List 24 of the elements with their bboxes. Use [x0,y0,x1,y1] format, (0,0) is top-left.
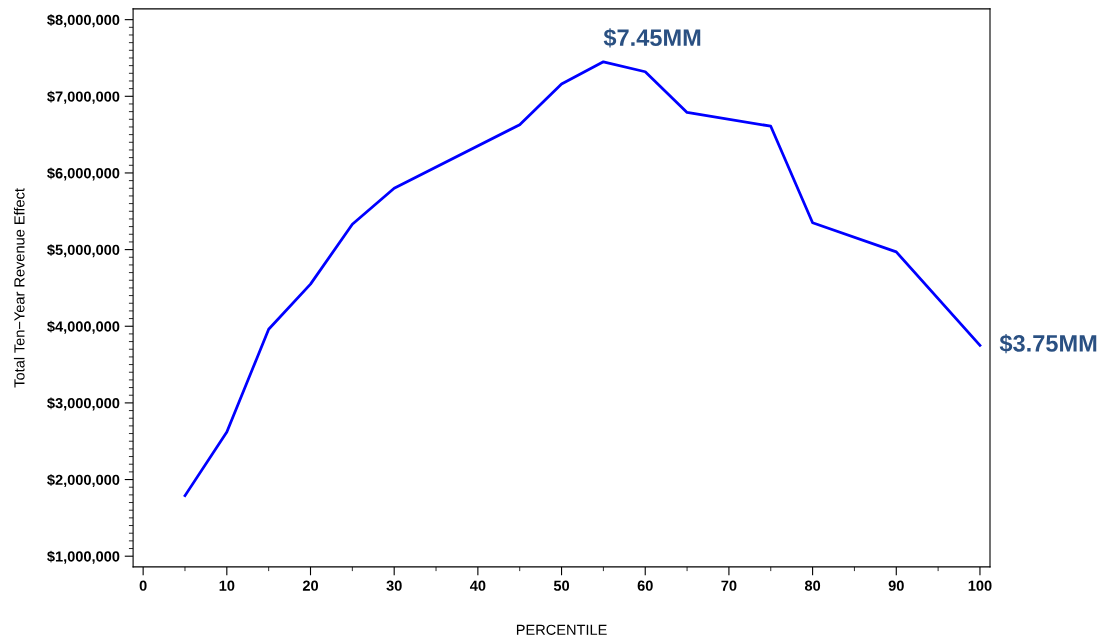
y-tick-label: $1,000,000 [47,550,120,564]
x-tick-label: 20 [302,580,319,591]
x-tick-label: 60 [637,580,653,591]
x-tick-label: 80 [804,580,821,591]
line-series [183,60,982,498]
y-tick-label: $3,000,000 [47,397,120,411]
x-tick-label: 30 [386,580,402,591]
annotation: $3.75MM [999,333,1097,354]
x-tick-label: 90 [888,580,904,591]
x-axis-title: PERCENTILE [516,624,607,635]
annotation: $7.45MM [603,28,701,48]
x-tick-label: 70 [721,580,737,591]
x-tick-label: 100 [968,580,992,591]
x-tick-label: 40 [469,580,486,591]
y-tick-label: $5,000,000 [47,244,120,258]
y-tick-label: $6,000,000 [47,167,120,181]
y-tick-label: $2,000,000 [47,474,120,488]
x-tick-label: 0 [139,580,147,591]
y-tick-label: $7,000,000 [47,90,120,104]
x-tick-label: 10 [219,580,235,591]
y-axis-title: Total Ten−Year Revenue Effect [13,188,25,388]
y-tick-label: $8,000,000 [47,14,120,28]
x-tick-label: 50 [553,580,570,591]
y-tick-label: $4,000,000 [47,320,120,334]
